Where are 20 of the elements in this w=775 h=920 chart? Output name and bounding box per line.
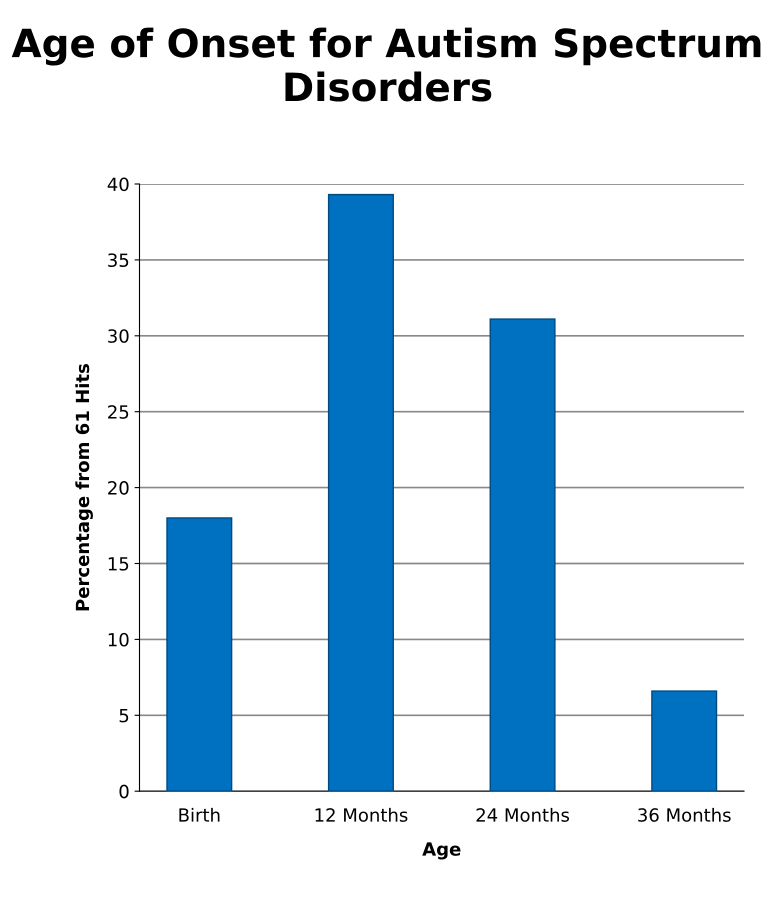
x-tick-label: 12 Months [316,808,408,822]
y-tick-label: 10 [108,632,129,647]
y-tick-label: 0 [119,784,129,798]
y-tick-label: 5 [120,708,128,722]
y-tick-label: 15 [108,557,128,571]
y-tick-label: 40 [108,177,129,192]
x-tick-label: Birth [179,808,220,822]
x-tick-label: 36 Months [638,808,731,822]
y-tick-label: 35 [108,253,128,268]
chart-title: Age of Onset for Autism Spectrum Disorders [12,28,760,102]
y-axis-title: Percentage from 61 Hits [75,364,93,610]
bar [651,690,718,792]
y-tick-label: 30 [108,329,129,343]
bar [166,517,232,792]
y-tick-label: 25 [108,405,128,419]
x-axis-title: Age [422,842,460,860]
bar [490,318,556,792]
bar [328,194,394,792]
x-tick-label: 24 Months [476,808,570,822]
y-tick-label: 20 [108,481,129,495]
